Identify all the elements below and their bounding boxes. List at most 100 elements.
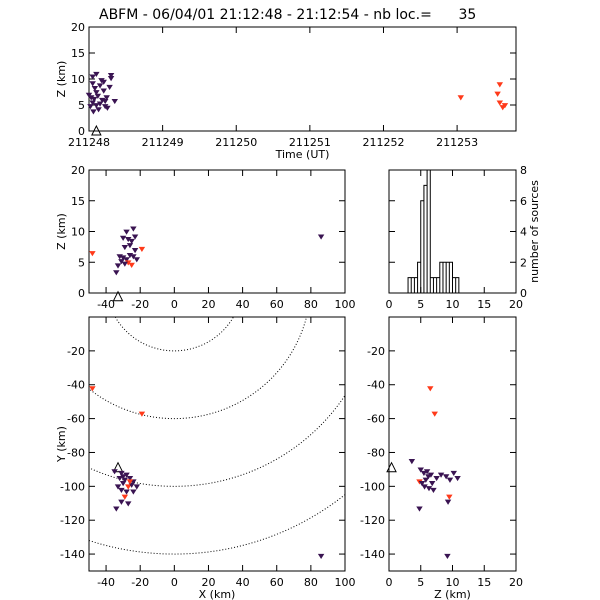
y-tick-label: 5 [78, 256, 85, 269]
x-tick-label: 10 [446, 298, 460, 311]
plot-frame [388, 316, 517, 572]
source-point [408, 459, 416, 465]
source-point [93, 71, 100, 78]
x-axis-label: Z (km) [434, 588, 471, 600]
y-tick-label: 0 [78, 287, 85, 300]
source-point [96, 101, 104, 107]
source-point [96, 83, 104, 89]
x-tick-label: 60 [270, 576, 284, 589]
source-point [121, 244, 129, 251]
source-point [121, 261, 129, 267]
x-tick-label: 15 [477, 298, 491, 311]
y-tick-label: -140 [360, 548, 385, 561]
source-point [119, 481, 127, 487]
source-point [417, 467, 424, 473]
y-tick-label: 15 [71, 47, 85, 60]
x-tick-label: 80 [304, 576, 318, 589]
y-axis-label: number of sources [528, 180, 541, 283]
range-rings [89, 317, 345, 555]
source-point [427, 472, 435, 478]
x-tick-label: 0 [386, 576, 393, 589]
x-tick-label: 100 [335, 298, 356, 311]
x-tick-label: -20 [131, 576, 149, 589]
source-point [85, 92, 93, 98]
x-tick-label: 40 [236, 298, 250, 311]
y-tick-label: -20 [367, 345, 385, 358]
x-tick-label: 20 [201, 576, 215, 589]
y-tick-label: -60 [367, 413, 385, 426]
x-tick-label: 80 [304, 298, 318, 311]
time-altitude-panel: 211248 211249 211250 211251 211252 211253 0 5 10… [55, 21, 517, 161]
y-tick-label: -140 [60, 548, 85, 561]
y-tick-label: 5 [78, 99, 85, 112]
x-altitude-panel: -40 -20 0 20 40 60 80 100 0 5 10 15 20 Z (km) [55, 164, 356, 311]
y-tick-label: -80 [67, 446, 85, 459]
source-point [116, 475, 123, 482]
source-point [126, 475, 134, 482]
source-point [119, 235, 127, 241]
y-tick-label: 8 [520, 164, 527, 177]
station-marker [91, 124, 102, 136]
source-point [130, 226, 137, 232]
source-point [126, 243, 134, 249]
source-point [89, 100, 96, 106]
source-point [446, 494, 453, 500]
station-marker [112, 290, 124, 302]
source-point [421, 484, 428, 490]
y-tick-label: 15 [71, 195, 85, 208]
y-tick-label: 20 [71, 164, 85, 177]
source-point [427, 386, 434, 392]
y-tick-label: -120 [360, 514, 385, 527]
source-point [121, 477, 129, 483]
x-tick-label: 15 [477, 576, 491, 589]
y-tick-label: -20 [67, 345, 85, 358]
source-point [89, 386, 96, 392]
source-point [101, 98, 109, 105]
source-point [113, 270, 120, 276]
source-point [446, 477, 454, 483]
source-point [433, 475, 440, 482]
x-tick-label: -40 [97, 576, 115, 589]
x-tick-label: 40 [236, 576, 250, 589]
x-tick-label: 0 [171, 576, 178, 589]
source-point [118, 487, 125, 493]
source-point [106, 84, 113, 91]
x-tick-label: 20 [509, 298, 523, 311]
y-tick-label: -100 [60, 480, 85, 493]
source-point [454, 475, 461, 482]
source-point [130, 489, 137, 495]
x-tick-label: 0 [386, 298, 393, 311]
x-axis-label: Time (UT) [275, 148, 330, 161]
source-point [123, 489, 130, 495]
x-tick-label: 100 [335, 576, 356, 589]
source-point [87, 104, 94, 110]
source-point [131, 234, 139, 240]
source-point [425, 486, 433, 492]
source-point [128, 262, 135, 268]
x-tick-label: 211249 [142, 136, 184, 149]
source-point [126, 479, 134, 485]
x-tick-label: 211252 [362, 136, 404, 149]
source-point [98, 78, 105, 84]
source-point [138, 246, 146, 252]
source-point [89, 74, 96, 80]
source-point [101, 104, 109, 110]
source-point [114, 484, 122, 490]
source-point [418, 481, 426, 487]
source-point [123, 257, 130, 263]
source-point [133, 257, 141, 263]
source-point [450, 470, 457, 477]
station-marker [386, 461, 397, 473]
histogram-steps [407, 169, 460, 293]
y-tick-label: 20 [71, 21, 85, 34]
source-point [496, 100, 504, 106]
source-point [128, 238, 135, 244]
y-tick-label: 2 [520, 256, 527, 269]
y-axis-label: Y (km) [55, 426, 68, 463]
range-ring [89, 317, 308, 420]
source-point [107, 72, 115, 79]
y-tick-label: 10 [71, 226, 85, 239]
plot-frame [88, 26, 517, 132]
source-point [430, 487, 437, 493]
